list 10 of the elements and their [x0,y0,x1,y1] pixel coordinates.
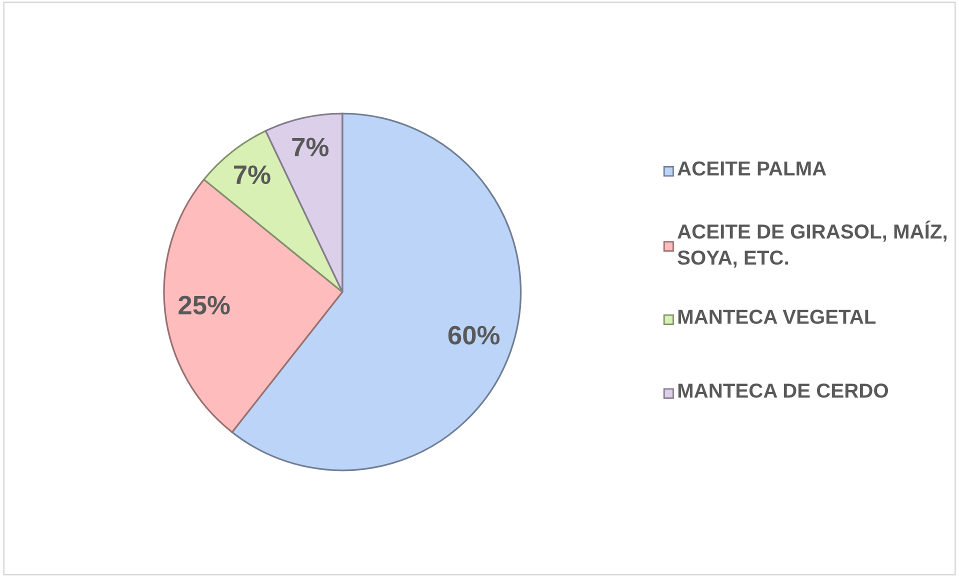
legend-label: ACEITE DE GIRASOL, MAÍZ, SOYA, ETC. [678,220,946,268]
legend-label: MANTECA VEGETAL [678,310,876,324]
legend-label: ACEITE PALMA [678,161,826,176]
pie-slice [203,130,344,293]
data-label: 7% [292,138,329,156]
pie-slice [231,112,522,472]
data-label: 7% [234,165,270,184]
data-label: 25% [178,296,230,314]
data-label: 60% [448,326,500,345]
legend-label: MANTECA DE CERDO [678,384,888,398]
